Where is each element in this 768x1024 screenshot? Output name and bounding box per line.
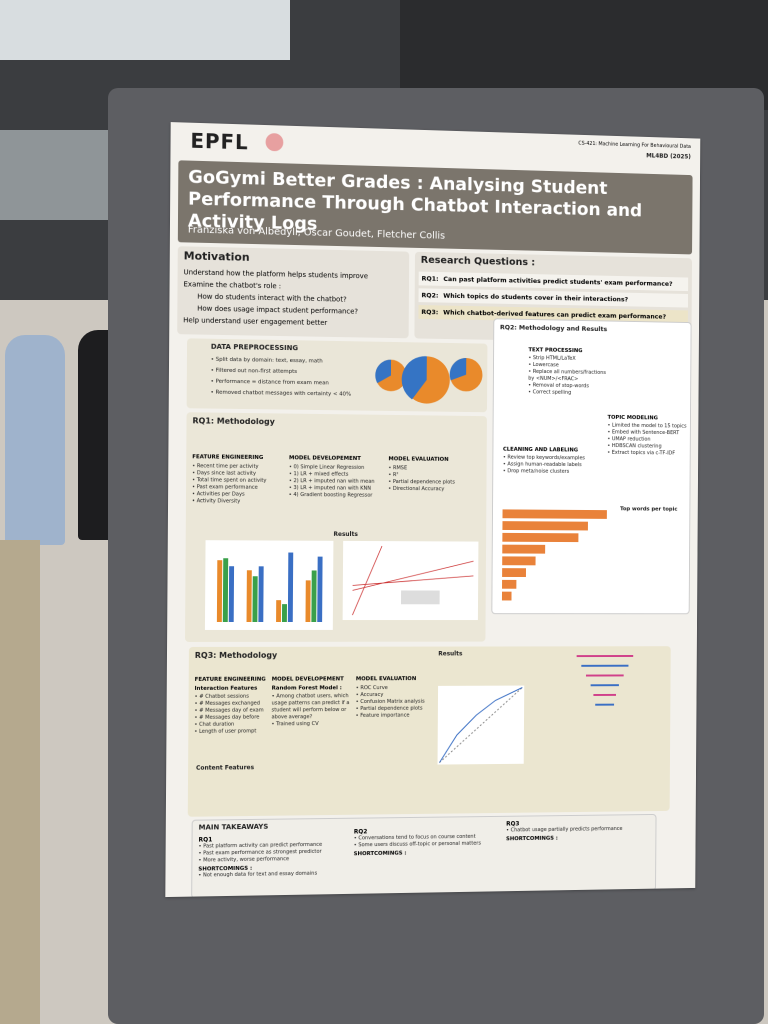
motivation: Motivation Understand how the platform h… xyxy=(177,246,410,339)
list-item: Some users discuss off-topic or personal… xyxy=(354,840,499,849)
top-words-heading: Top words per topic xyxy=(620,506,678,513)
list-item: Length of user prompt xyxy=(194,728,285,736)
glass-railing xyxy=(0,130,120,220)
column: MODEL DEVELOPEMENT0) Simple Linear Regre… xyxy=(289,455,379,499)
poster: EPFL CS-421: Machine Learning For Behavi… xyxy=(165,122,701,898)
list-item: Feature importance xyxy=(356,712,445,719)
list-item: More activity, worse performance xyxy=(198,855,346,864)
brain-icon xyxy=(265,132,284,152)
column-heading: MODEL DEVELOPEMENT xyxy=(288,455,361,462)
column-heading: MODEL EVALUATION xyxy=(355,676,417,683)
heading: RQ3: Methodology xyxy=(194,650,278,660)
heading: RQ2: Methodology and Results xyxy=(499,323,608,334)
list-item: 4) Gradient boosting Regressor xyxy=(289,492,379,500)
column-heading: MODEL EVALUATION xyxy=(388,456,449,463)
takeaway-block: RQ2Conversations tend to focus on course… xyxy=(353,827,499,858)
column-heading: MODEL DEVELOPEMENT xyxy=(271,676,344,683)
course-code: ML4BD (2025) xyxy=(646,152,691,161)
step: CLEANING AND LABELINGReview top keywords… xyxy=(503,447,587,476)
step: TEXT PROCESSINGStrip HTML/LaTeXLowercase… xyxy=(528,347,612,397)
list-item: Extract topics via c-TF-IDF xyxy=(607,450,690,458)
course: CS-421: Machine Learning For Behavioural… xyxy=(578,140,691,150)
column: MODEL EVALUATIONRMSER²Partial dependence… xyxy=(388,456,477,493)
bar-chart-image xyxy=(204,540,334,630)
heading: MAIN TAKEAWAYS xyxy=(198,822,269,832)
rq1: RQ1: Methodology Results FEATURE ENGINEE… xyxy=(184,412,487,642)
pie-charts xyxy=(375,355,483,404)
rq-label: RQ1: xyxy=(421,274,439,283)
list-item: Among chatbot users, which usage pattern… xyxy=(271,693,361,721)
heading: DATA PREPROCESSING xyxy=(210,342,299,353)
step: TOPIC MODELINGLimited the model to 15 to… xyxy=(607,415,690,458)
column-heading: FEATURE ENGINEERING xyxy=(192,454,264,461)
takeaway-block: RQ3Chatbot usage partially predicts perf… xyxy=(506,819,648,843)
takeaways: MAIN TAKEAWAYS RQ1Past platform activity… xyxy=(191,813,657,898)
rq-label: RQ3: xyxy=(421,308,439,317)
step-heading: TOPIC MODELING xyxy=(607,414,658,422)
person xyxy=(5,335,65,545)
preprocessing: DATA PREPROCESSING Split data by domain:… xyxy=(186,338,488,413)
step-heading: TEXT PROCESSING xyxy=(528,347,583,355)
list-item: Not enough data for text and essay domai… xyxy=(198,870,346,879)
logo: EPFL xyxy=(190,128,249,155)
rq2: RQ2: Methodology and Results Top words p… xyxy=(491,318,692,615)
rq-row: RQ2: Which topics do students cover in th… xyxy=(418,288,689,308)
list-item: Directional Accuracy xyxy=(388,486,477,494)
roc-image xyxy=(437,685,525,765)
list-item: Chatbot usage partially predicts perform… xyxy=(506,826,648,835)
rq-text: Can past platform activities predict stu… xyxy=(443,275,673,288)
list-item: Replace all numbers/fractions by <NUM>/<… xyxy=(528,369,611,384)
shap-image xyxy=(538,646,661,744)
column: FEATURE ENGINEERINGRecent time per activ… xyxy=(192,454,283,506)
shortcomings-heading: SHORTCOMINGS : xyxy=(506,835,558,843)
results-heading: Results xyxy=(438,650,463,658)
heading: Research Questions : xyxy=(420,254,536,269)
step-heading: CLEANING AND LABELING xyxy=(502,446,579,454)
heading: Motivation xyxy=(183,249,250,264)
person xyxy=(0,540,40,1024)
line-chart-image xyxy=(342,540,479,621)
list-item: Drop meta/noise clusters xyxy=(503,468,587,476)
topic-bar-image xyxy=(501,509,607,601)
rq-text: Which topics do students cover in their … xyxy=(443,291,629,304)
title-box: GoGymi Better Grades : Analysing Student… xyxy=(177,160,693,255)
list-item: Removed chatbot messages with certainty … xyxy=(211,388,378,401)
column: MODEL EVALUATIONROC CurveAccuracyConfusi… xyxy=(356,676,445,720)
column: MODEL DEVELOPEMENT Random Forest Model :A… xyxy=(271,676,361,728)
results-heading: Results xyxy=(333,530,358,539)
content-heading: Content Features xyxy=(196,764,255,772)
list-item: Trained using CV xyxy=(271,721,361,729)
shortcomings-heading: SHORTCOMINGS : xyxy=(353,850,407,858)
list-item: Activity Diversity xyxy=(192,498,283,506)
takeaway-block: RQ1Past platform activity can predict pe… xyxy=(198,835,346,880)
rq-label: RQ2: xyxy=(421,291,439,300)
heading: RQ1: Methodology xyxy=(192,416,275,427)
list: Split data by domain: text, essay, mathF… xyxy=(211,355,378,401)
list: Understand how the platform helps studen… xyxy=(183,266,404,330)
column-sub: Random Forest Model : xyxy=(271,685,342,692)
list-item: Correct spelling xyxy=(528,389,611,397)
skylight xyxy=(0,0,290,60)
rq3: RQ3: Methodology Content Features Result… xyxy=(187,646,671,817)
